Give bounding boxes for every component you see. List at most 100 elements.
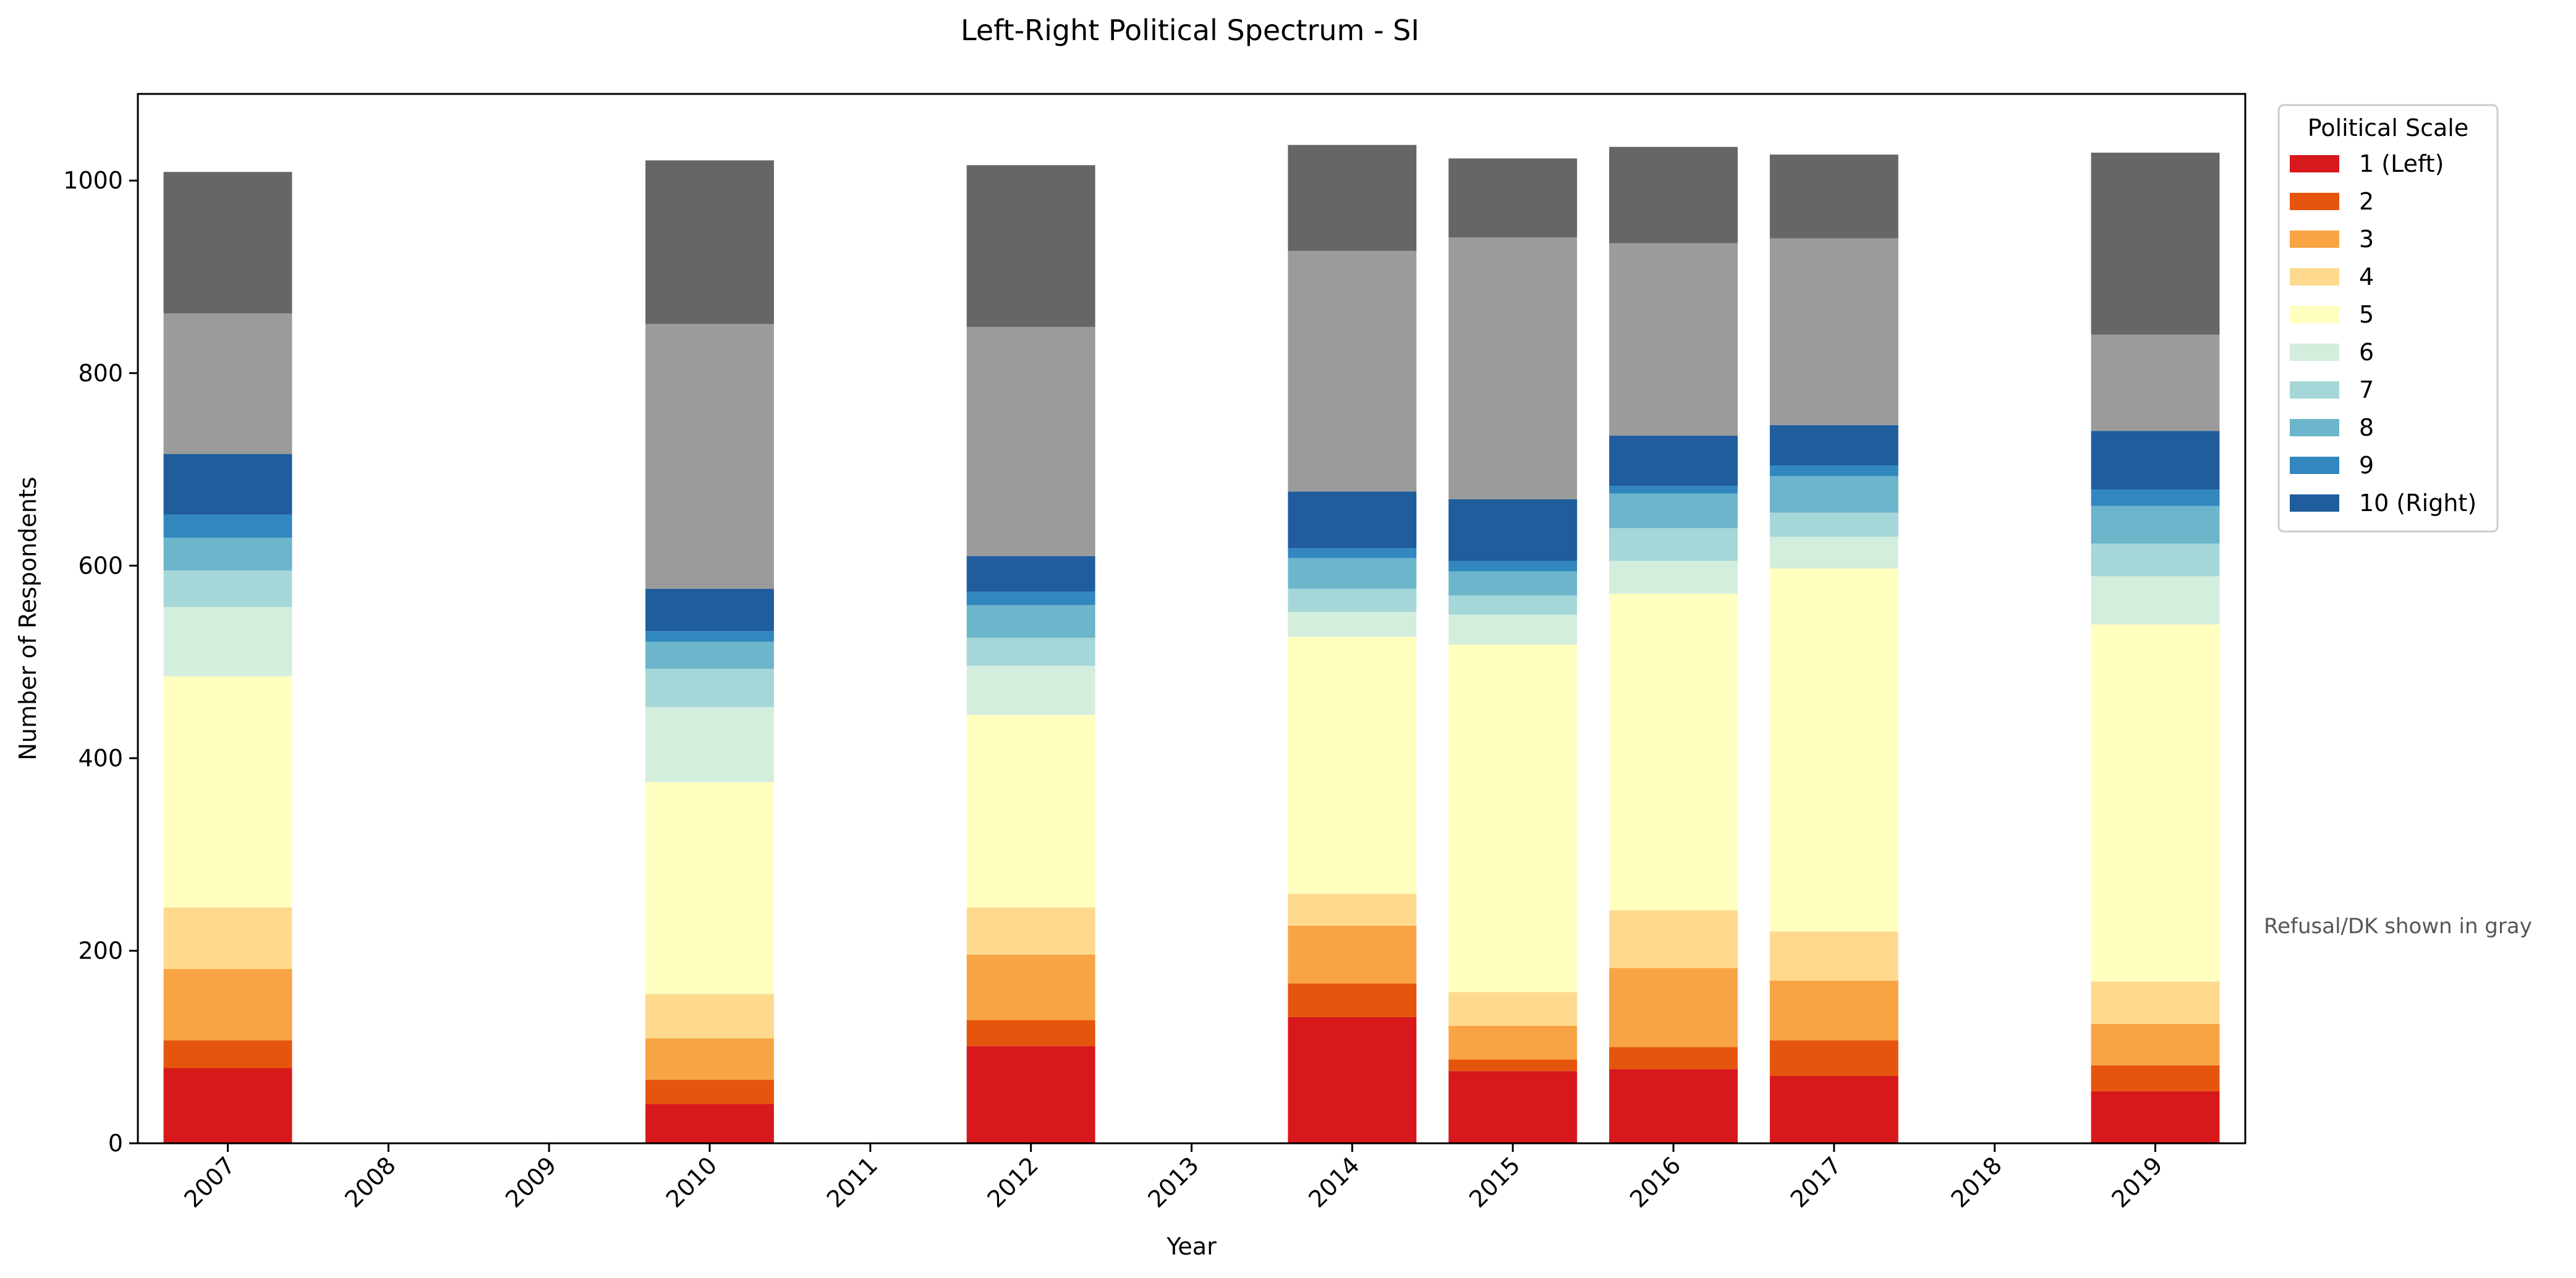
bar-2014-segment-11 xyxy=(1288,250,1417,492)
legend-label: 3 xyxy=(2359,226,2374,253)
bar-2010-segment-7 xyxy=(645,669,774,708)
bar-2010-segment-12 xyxy=(645,160,774,324)
bar-2010-segment-5 xyxy=(645,782,774,994)
bar-2016-segment-9 xyxy=(1609,486,1738,494)
bar-2007-segment-5 xyxy=(163,676,292,908)
bar-2017-segment-3 xyxy=(1769,980,1898,1041)
bar-2019-segment-10 xyxy=(2091,431,2220,490)
bar-2016-segment-10 xyxy=(1609,436,1738,486)
bar-2007-segment-2 xyxy=(163,1040,292,1069)
bar-2019-segment-3 xyxy=(2091,1023,2220,1065)
bar-2017-segment-12 xyxy=(1769,154,1898,239)
bar-2015-segment-10 xyxy=(1448,499,1578,561)
legend-label: 5 xyxy=(2359,301,2374,328)
y-axis-label: Number of Respondents xyxy=(14,476,41,760)
x-tick-label: 2018 xyxy=(1946,1151,2008,1213)
bar-2015-segment-2 xyxy=(1448,1059,1578,1072)
bar-2017-segment-9 xyxy=(1769,465,1898,476)
y-axis: 0 200 400 600 800 1000 xyxy=(63,167,138,1157)
x-tick-label: 2013 xyxy=(1142,1151,1204,1213)
bar-2016-segment-5 xyxy=(1609,593,1738,911)
legend-swatch xyxy=(2290,419,2339,436)
y-tick-label: 200 xyxy=(78,937,123,964)
bar-2014-segment-12 xyxy=(1288,145,1417,251)
bar-2012-segment-11 xyxy=(966,326,1095,556)
legend-label: 7 xyxy=(2359,376,2374,404)
bar-2007-segment-4 xyxy=(163,907,292,970)
legend: Political Scale 1 (Left) 2 3 4 5 6 7 8 9 10 (Righ… xyxy=(2277,104,2499,533)
bar-2019-segment-2 xyxy=(2091,1065,2220,1091)
bar-2019-segment-5 xyxy=(2091,624,2220,982)
bar-2010-segment-1 xyxy=(645,1104,774,1143)
bar-2012-segment-1 xyxy=(966,1046,1095,1143)
bar-2014-segment-7 xyxy=(1288,588,1417,612)
plot-frame xyxy=(137,93,2247,1145)
bar-2017-segment-7 xyxy=(1769,512,1898,537)
y-tick-label: 400 xyxy=(78,745,123,772)
bar-2019-segment-1 xyxy=(2091,1091,2220,1143)
legend-label: 4 xyxy=(2359,263,2374,290)
bar-2017-segment-10 xyxy=(1769,425,1898,466)
bar-2017-segment-4 xyxy=(1769,931,1898,981)
x-tick-label: 2014 xyxy=(1303,1151,1365,1213)
bar-2015-segment-11 xyxy=(1448,237,1578,499)
x-tick-label: 2007 xyxy=(179,1151,240,1213)
legend-swatch xyxy=(2290,381,2339,399)
bar-2010-segment-3 xyxy=(645,1038,774,1080)
bar-2014-segment-3 xyxy=(1288,925,1417,984)
bar-2010-segment-10 xyxy=(645,588,774,632)
bar-2016-segment-8 xyxy=(1609,493,1738,528)
y-tick-label: 600 xyxy=(78,552,123,579)
bar-2012-segment-9 xyxy=(966,591,1095,606)
bar-2014-segment-6 xyxy=(1288,612,1417,637)
bar-2010-segment-6 xyxy=(645,707,774,782)
bar-2015-segment-4 xyxy=(1448,992,1578,1026)
bar-2016-segment-12 xyxy=(1609,146,1738,243)
bar-2014-segment-4 xyxy=(1288,894,1417,926)
x-axis-label: Year xyxy=(1166,1233,1217,1260)
legend-swatch xyxy=(2290,344,2339,361)
bar-2017-segment-5 xyxy=(1769,568,1898,932)
bar-2016-segment-4 xyxy=(1609,910,1738,968)
legend-swatch xyxy=(2290,268,2339,286)
bar-2012-segment-7 xyxy=(966,638,1095,666)
legend-swatch xyxy=(2290,306,2339,323)
plot-area xyxy=(163,145,2220,1143)
y-tick-label: 0 xyxy=(108,1130,123,1157)
bar-2007-segment-6 xyxy=(163,607,292,677)
x-tick-label: 2019 xyxy=(2106,1151,2168,1213)
x-axis: 2007 2008 2009 2010 2011 2012 2013 2014 2015 2016… xyxy=(179,1143,2168,1213)
bar-2017-segment-11 xyxy=(1769,238,1898,425)
legend-label: 1 (Left) xyxy=(2359,150,2444,177)
bar-2019-segment-9 xyxy=(2091,489,2220,506)
bar-2015-segment-7 xyxy=(1448,595,1578,615)
bar-2015-segment-8 xyxy=(1448,571,1578,596)
legend-label: 8 xyxy=(2359,414,2374,441)
bar-2014-segment-9 xyxy=(1288,548,1417,558)
bar-2010-segment-8 xyxy=(645,641,774,669)
bar-2016-segment-3 xyxy=(1609,968,1738,1047)
bar-2015-segment-6 xyxy=(1448,614,1578,645)
x-tick-label: 2008 xyxy=(339,1151,401,1213)
bar-2012-segment-12 xyxy=(966,165,1095,327)
bar-2007-segment-7 xyxy=(163,570,292,607)
x-tick-label: 2011 xyxy=(822,1151,883,1213)
bar-2007-segment-11 xyxy=(163,313,292,454)
legend-label: 2 xyxy=(2359,188,2374,215)
bar-2012-segment-2 xyxy=(966,1020,1095,1046)
bar-2015-segment-1 xyxy=(1448,1071,1578,1143)
bar-2016-segment-2 xyxy=(1609,1047,1738,1070)
bar-2010-segment-11 xyxy=(645,324,774,589)
bar-2014-segment-1 xyxy=(1288,1017,1417,1143)
bar-2012-segment-4 xyxy=(966,907,1095,955)
bar-2012-segment-3 xyxy=(966,954,1095,1020)
bar-2015-segment-12 xyxy=(1448,158,1578,238)
bar-2019-segment-4 xyxy=(2091,981,2220,1024)
bar-2019-segment-6 xyxy=(2091,576,2220,625)
bar-2017-segment-6 xyxy=(1769,536,1898,569)
bar-2012-segment-6 xyxy=(966,666,1095,715)
bar-2007-segment-8 xyxy=(163,538,292,571)
bar-2010-segment-4 xyxy=(645,994,774,1039)
bar-2016-segment-11 xyxy=(1609,243,1738,436)
